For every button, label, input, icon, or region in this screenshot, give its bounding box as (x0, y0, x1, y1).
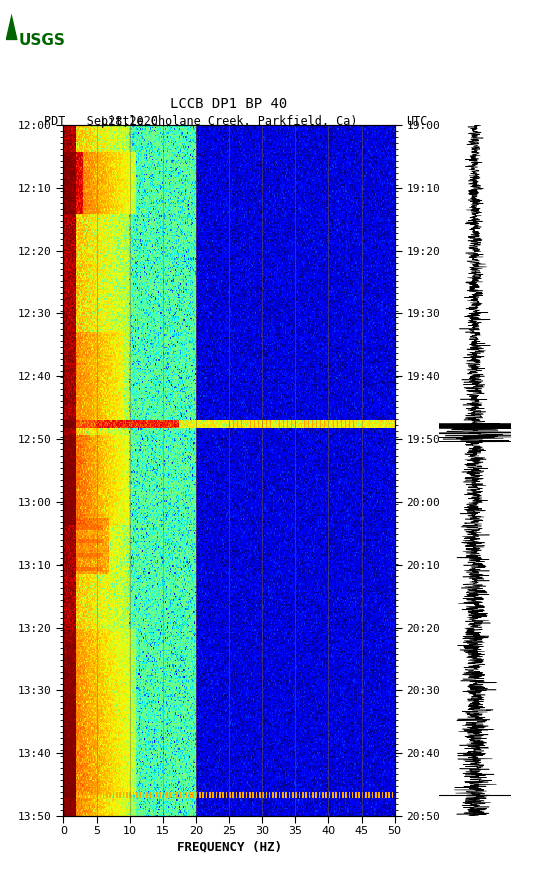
PathPatch shape (6, 13, 18, 40)
Text: PDT   Sep28,2020: PDT Sep28,2020 (44, 114, 158, 128)
Text: Little Cholane Creek, Parkfield, Ca): Little Cholane Creek, Parkfield, Ca) (101, 114, 357, 128)
Text: USGS: USGS (19, 33, 66, 47)
Text: LCCB DP1 BP 40: LCCB DP1 BP 40 (171, 97, 288, 112)
Text: UTC: UTC (406, 114, 427, 128)
X-axis label: FREQUENCY (HZ): FREQUENCY (HZ) (177, 840, 282, 853)
